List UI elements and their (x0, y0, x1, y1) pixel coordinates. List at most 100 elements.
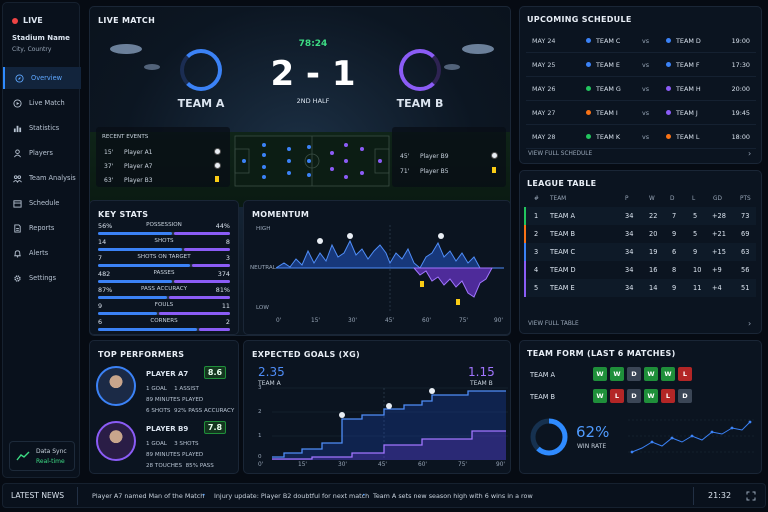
league-table-row[interactable]: 5 TEAM E 34 14 9 11 +4 51 (524, 279, 756, 297)
recent-events-a: RECENT EVENTS 15' Player A1 37' Player A… (96, 127, 230, 187)
stat-value: 92% (174, 408, 187, 414)
team-a-name: TEAM A (177, 97, 225, 110)
momentum-chart (276, 225, 504, 313)
match-time: 17:30 (731, 61, 750, 69)
event-player: Player B3 (124, 177, 153, 184)
ticker-item[interactable]: Injury update: Player B2 doubtful for ne… (214, 492, 370, 500)
ticker-label: LATEST NEWS (11, 491, 65, 500)
stat-bar-team-a (98, 232, 172, 235)
calendar-icon (13, 199, 22, 208)
form-result: D (627, 389, 641, 403)
performer-name: PLAYER A7 (146, 370, 189, 378)
ticker-item[interactable]: Team A sets new season high with 6 wins … (373, 492, 533, 500)
col-header: D (670, 196, 675, 202)
stat-bar-team-b (199, 328, 230, 331)
cell-w: 16 (649, 266, 658, 274)
stat-team-a-value: 87% (98, 286, 113, 294)
schedule-row[interactable]: MAY 25 TEAM E vs TEAM F 17:30 (526, 54, 756, 77)
match-date: MAY 28 (532, 133, 556, 141)
team-dot (586, 134, 591, 139)
sidebar-item-label: Alerts (29, 249, 49, 257)
sidebar-item-statistics[interactable]: Statistics (3, 117, 81, 139)
cell-pts: 51 (741, 284, 750, 292)
cell-pts: 69 (741, 230, 750, 238)
cell-d: 7 (672, 212, 677, 220)
performer-stats: 1 GOAL 3 SHOTS 89 MINUTES PLAYED 28 TOUC… (146, 439, 238, 473)
cell-w: 20 (649, 230, 658, 238)
x-tick: 60' (418, 462, 427, 468)
sidebar-item-live-match[interactable]: Live Match (3, 92, 81, 114)
recent-events-title: RECENT EVENTS (102, 134, 149, 140)
form-result: L (610, 389, 624, 403)
stat-team-b-value: 3 (225, 254, 230, 262)
away-team: TEAM H (676, 85, 701, 93)
stat-value: 89 (146, 452, 154, 458)
avatar (96, 366, 136, 406)
stat-team-a-value: 6 (98, 318, 103, 326)
schedule-row[interactable]: MAY 24 TEAM C vs TEAM D 19:00 (526, 30, 756, 53)
sidebar-item-overview[interactable]: Overview (3, 67, 81, 89)
schedule-row[interactable]: MAY 27 TEAM I vs TEAM J 19:45 (526, 102, 756, 125)
col-header: TEAM (550, 196, 567, 202)
home-team: TEAM C (596, 37, 621, 45)
chevron-right-icon[interactable]: › (748, 319, 752, 328)
stat-label: PASSES (153, 270, 175, 276)
form-result: L (678, 367, 692, 381)
stat-team-a-value: 56% (98, 222, 113, 230)
xg-team-b-label: TEAM B (470, 380, 493, 387)
view-full-schedule-link[interactable]: VIEW FULL SCHEDULE (528, 151, 593, 157)
event-player: Player B5 (420, 168, 449, 175)
form-result: W (644, 367, 658, 381)
cell-d: 9 (672, 284, 677, 292)
stadium-name: Stadium Name (12, 34, 70, 42)
cell-l: 5 (693, 212, 698, 220)
yellow-card-icon (492, 167, 496, 173)
fullscreen-icon[interactable] (746, 491, 756, 501)
x-tick: 15' (311, 318, 320, 324)
cell-p: 34 (625, 284, 634, 292)
event-player: Player A7 (124, 163, 153, 170)
trend-icon (16, 451, 30, 461)
form-result: W (593, 389, 607, 403)
cell-gd: +4 (712, 284, 722, 292)
stat-team-a-value: 9 (98, 302, 103, 310)
team-dot (666, 134, 671, 139)
schedule-row[interactable]: MAY 28 TEAM K vs TEAM L 18:00 (526, 126, 756, 149)
y-tick: 0 (258, 454, 262, 460)
sidebar-item-schedule[interactable]: Schedule (3, 192, 81, 214)
sidebar-item-team-analysis[interactable]: Team Analysis (3, 167, 81, 189)
x-tick: 75' (458, 462, 467, 468)
sidebar-item-reports[interactable]: Reports (3, 217, 81, 239)
stat-label: MINUTES PLAYED (154, 397, 204, 403)
cell-pts: 56 (741, 266, 750, 274)
momentum-x-axis: 0' 15' 30' 45' 60' 75' 90' (276, 318, 504, 326)
chevron-right-icon[interactable]: › (748, 149, 752, 158)
league-table-row[interactable]: 4 TEAM D 34 16 8 10 +9 56 (524, 261, 756, 279)
match-score: 2 - 1 (270, 54, 356, 94)
win-rate-value: 62% (576, 423, 610, 441)
cell-pos: 1 (534, 212, 539, 220)
users-icon (13, 148, 22, 158)
cell-pos: 2 (534, 230, 539, 238)
league-table-row[interactable]: 2 TEAM B 34 20 9 5 +21 69 (524, 225, 756, 243)
ticker-item[interactable]: Player A7 named Man of the Match (92, 492, 205, 500)
stat-bar-team-a (98, 248, 183, 251)
stat-value: 1 (146, 386, 150, 392)
y-tick: 2 (258, 409, 262, 415)
xg-chart (272, 387, 508, 460)
bullet: • (362, 492, 366, 499)
stat-value: 1 (146, 441, 150, 447)
league-table-row[interactable]: 1 TEAM A 34 22 7 5 +28 73 (524, 207, 756, 225)
compass-icon (15, 73, 24, 83)
match-time: 19:00 (731, 37, 750, 45)
league-table-row[interactable]: 3 TEAM C 34 19 6 9 +15 63 (524, 243, 756, 261)
sidebar-item-settings[interactable]: Settings (3, 267, 81, 289)
match-time: 18:00 (731, 133, 750, 141)
sidebar-item-players[interactable]: Players (3, 142, 81, 164)
cell-pos: 4 (534, 266, 539, 274)
formation-pitch (234, 135, 390, 187)
sidebar-item-alerts[interactable]: Alerts (3, 242, 81, 264)
view-full-table-link[interactable]: VIEW FULL TABLE (528, 321, 579, 327)
y-tick: 1 (258, 433, 262, 439)
schedule-row[interactable]: MAY 26 TEAM G vs TEAM H 20:00 (526, 78, 756, 101)
